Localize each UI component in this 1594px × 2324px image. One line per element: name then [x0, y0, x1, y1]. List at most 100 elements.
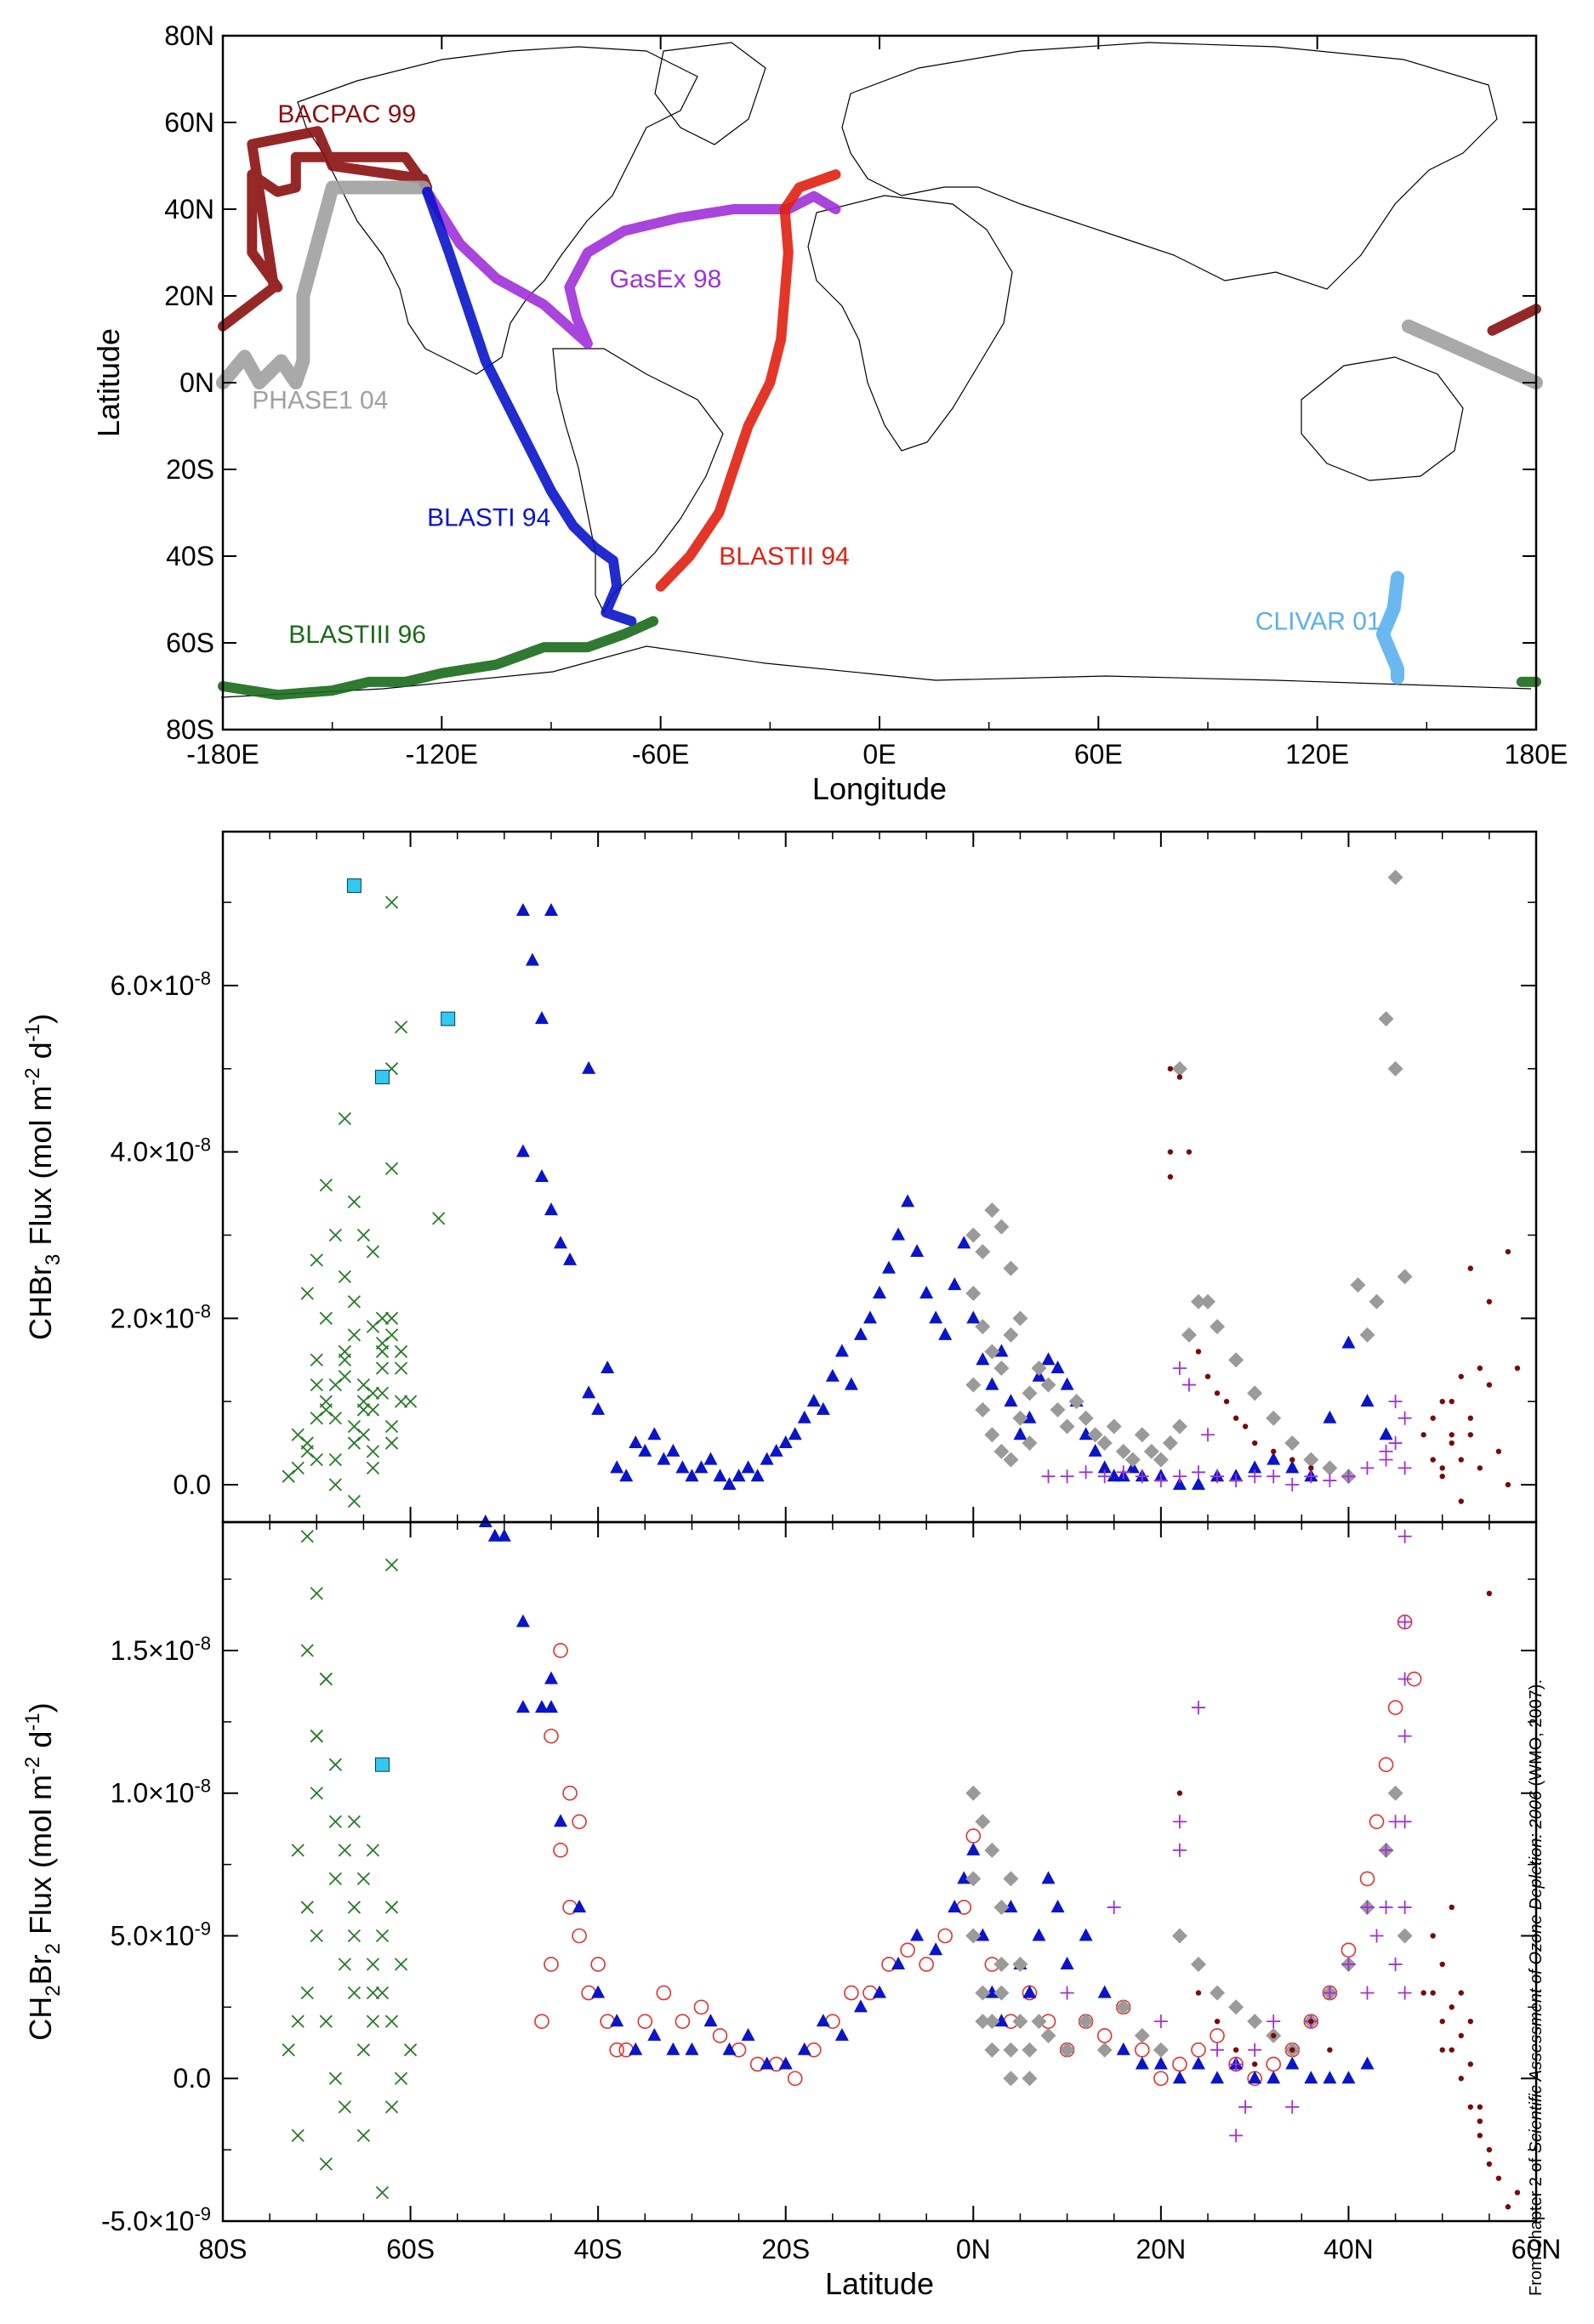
data-point	[328, 1478, 342, 1492]
data-point	[1143, 1443, 1159, 1459]
data-point	[328, 1228, 342, 1242]
cruise-track-1	[1401, 319, 1543, 389]
data-point	[384, 2014, 399, 2028]
data-point	[1486, 2161, 1493, 2168]
data-point	[1285, 2056, 1300, 2070]
data-point	[1398, 1411, 1412, 1425]
data-point	[1458, 1498, 1464, 1504]
data-point	[910, 1928, 925, 1941]
data-point	[1449, 1432, 1455, 1438]
data-point	[591, 1985, 606, 1998]
data-point	[1323, 1986, 1337, 2000]
data-point	[515, 1700, 530, 1713]
data-point	[582, 1060, 596, 1074]
data-point	[1397, 1269, 1413, 1285]
data-point	[1388, 1958, 1403, 1972]
cruise-label-1: PHASE1 04	[252, 387, 388, 415]
data-point	[1267, 1452, 1281, 1465]
data-point	[384, 895, 399, 909]
data-point	[1041, 1871, 1056, 1884]
data-point	[985, 1985, 999, 1998]
data-point	[993, 1985, 1010, 2001]
data-point	[1116, 2042, 1130, 2055]
data-point	[1214, 2018, 1221, 2025]
data-point	[291, 2128, 305, 2142]
map-y-tick-label: 60S	[166, 628, 214, 658]
data-point	[319, 1311, 333, 1325]
y-tick-label: -5.0×10-9	[101, 2203, 211, 2236]
data-point	[1350, 1277, 1366, 1293]
data-point	[1387, 1060, 1403, 1077]
data-point	[1439, 2047, 1445, 2053]
data-point	[338, 1111, 352, 1126]
data-point	[1303, 1452, 1319, 1468]
data-point	[1181, 1378, 1196, 1392]
data-point	[647, 2027, 662, 2041]
data-point	[984, 1202, 1000, 1219]
data-point	[1012, 1310, 1028, 1327]
data-point	[693, 1999, 709, 2015]
data-point	[1467, 2018, 1474, 2025]
data-point	[374, 1757, 390, 1772]
data-point	[1153, 1474, 1168, 1488]
map-y-tick-label: 80N	[164, 20, 214, 51]
data-point	[797, 2042, 811, 2055]
data-point	[1116, 1465, 1130, 1480]
data-point	[338, 1844, 352, 1857]
data-point	[515, 1614, 530, 1628]
data-point	[853, 1999, 868, 2013]
data-point	[1041, 1352, 1056, 1366]
data-point	[310, 1929, 323, 1943]
data-point	[984, 2014, 1000, 2030]
cruise-labels: BACPAC 99 PHASE1 04 GasEx 98 BLASTI 94 BLAST…	[252, 100, 1381, 649]
data-point	[282, 2043, 295, 2057]
x-tick-label: 60S	[386, 2234, 435, 2264]
data-point	[1267, 1469, 1281, 1484]
data-point	[778, 1435, 793, 1449]
data-point	[497, 1528, 511, 1542]
data-point	[356, 1228, 371, 1242]
data-point	[1341, 1958, 1356, 1972]
cruise-label-6: CLIVAR 01	[1255, 608, 1381, 636]
data-point	[1439, 2018, 1445, 2025]
data-point	[1204, 1373, 1211, 1379]
plot-frame	[221, 1520, 1538, 2223]
data-point	[394, 1361, 408, 1375]
data-point	[544, 1700, 558, 1713]
data-point	[1233, 2047, 1239, 2053]
data-point	[1266, 1410, 1282, 1426]
data-point	[760, 2056, 774, 2070]
data-point	[384, 1558, 399, 1571]
data-point	[1228, 1352, 1244, 1368]
data-point	[984, 1344, 1000, 1360]
data-point	[1060, 1469, 1074, 1484]
data-point	[1078, 2014, 1094, 2030]
data-point	[1195, 1990, 1202, 1996]
x-tick-label: 0N	[956, 2234, 991, 2264]
data-point	[1323, 1410, 1337, 1423]
data-point	[1171, 1418, 1187, 1435]
data-point	[366, 1386, 380, 1400]
data-point	[394, 1958, 408, 1971]
cruise-label-0: BACPAC 99	[277, 100, 416, 128]
cruise-track-1	[216, 180, 430, 389]
data-point	[375, 1361, 390, 1375]
data-point	[1031, 2014, 1047, 2030]
data-point	[1248, 1469, 1262, 1484]
data-point	[1210, 1469, 1225, 1484]
data-point	[1467, 2061, 1474, 2067]
data-point	[346, 878, 361, 894]
data-point	[534, 2014, 549, 2029]
data-point	[610, 2014, 624, 2027]
data-point	[1153, 1452, 1169, 1468]
data-point	[1251, 2061, 1258, 2067]
data-point	[675, 2014, 691, 2029]
data-point	[1190, 1293, 1206, 1310]
data-point	[544, 902, 558, 916]
data-point	[1050, 1401, 1066, 1418]
data-point	[1134, 2027, 1150, 2043]
data-point	[1477, 1465, 1483, 1471]
credit-pre: From Chapter 2 of	[1527, 2153, 1546, 2296]
data-point	[1135, 2042, 1150, 2058]
data-point	[1289, 2047, 1295, 2053]
